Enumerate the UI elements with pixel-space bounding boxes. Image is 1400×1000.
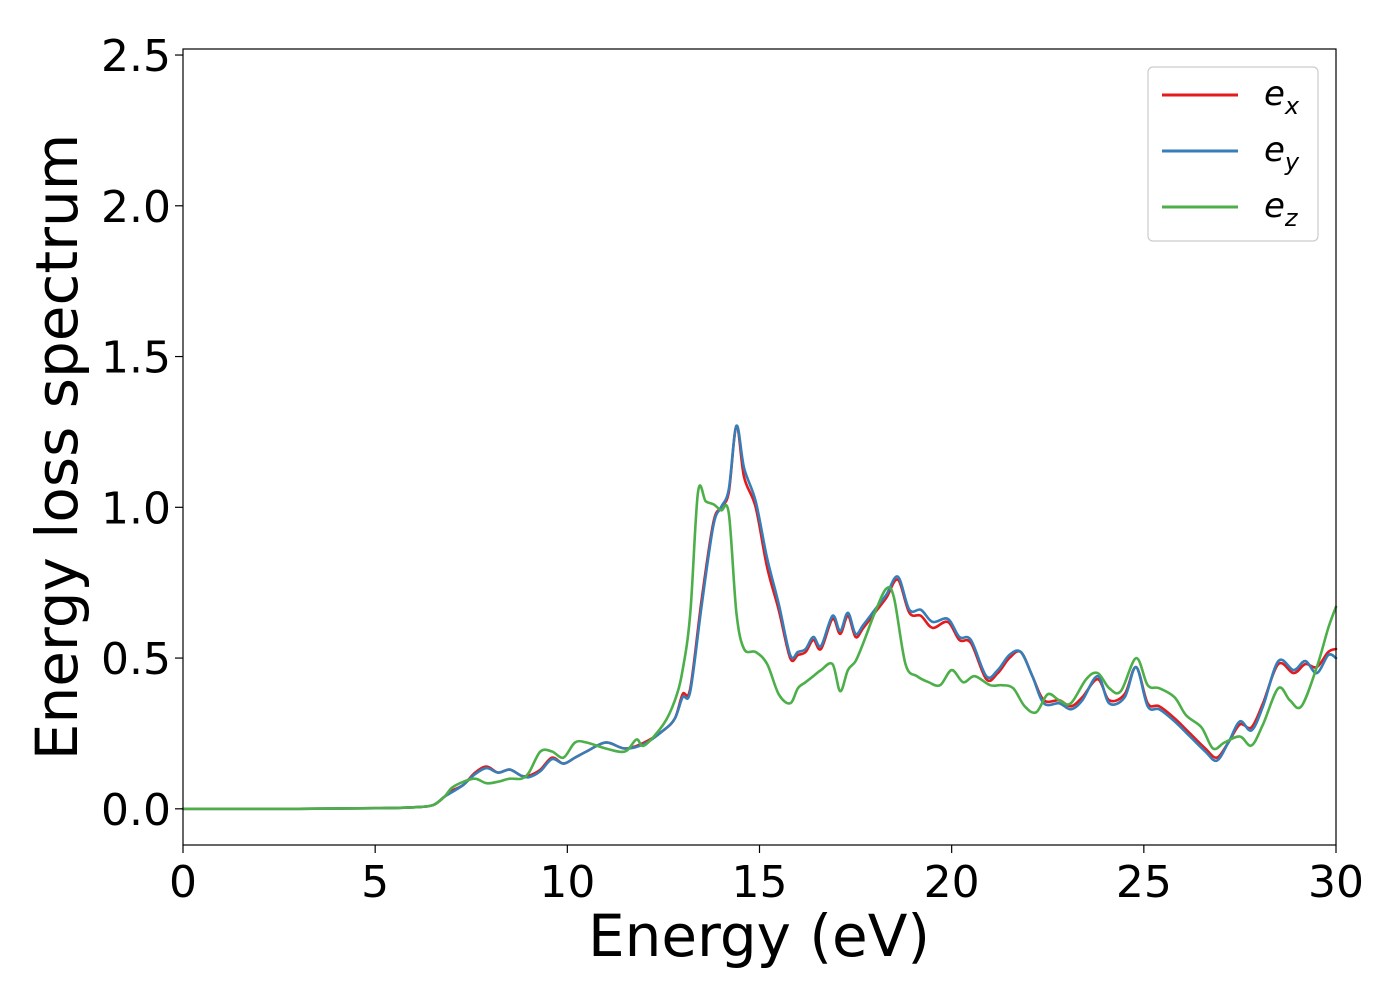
series-layer bbox=[181, 424, 1338, 811]
x-axis: 0 5 10 15 20 25 30 bbox=[169, 845, 1364, 908]
y-axis: 0.0 0.5 1.0 1.5 2.0 2.5 bbox=[101, 31, 183, 836]
x-tick-label: 0 bbox=[169, 857, 197, 908]
y-axis-title: Energy loss spectrum bbox=[23, 134, 91, 760]
x-axis-title: Energy (eV) bbox=[588, 902, 930, 970]
y-tick-label: 1.5 bbox=[101, 333, 171, 384]
series-line-e-z bbox=[181, 484, 1338, 811]
x-tick-label: 10 bbox=[539, 857, 595, 908]
y-tick-label: 0.5 bbox=[101, 634, 171, 685]
y-tick-label: 0.0 bbox=[101, 785, 171, 836]
legend-label-e-z: ez bbox=[1264, 186, 1299, 232]
y-tick-label: 2.5 bbox=[101, 31, 171, 82]
x-tick-label: 30 bbox=[1308, 857, 1364, 908]
legend: ex ey ez bbox=[1147, 66, 1319, 242]
x-tick-label: 20 bbox=[924, 857, 980, 908]
y-tick-label: 2.0 bbox=[101, 182, 171, 233]
plot-background bbox=[183, 49, 1336, 845]
legend-label-e-x: ex bbox=[1264, 74, 1300, 120]
x-tick-label: 5 bbox=[361, 857, 389, 908]
legend-label-e-y: ey bbox=[1264, 130, 1300, 176]
legend-box bbox=[1147, 66, 1319, 242]
series-line-e-y bbox=[181, 424, 1338, 811]
y-tick-label: 1.0 bbox=[101, 483, 171, 534]
x-tick-label: 15 bbox=[732, 857, 788, 908]
x-tick-label: 25 bbox=[1116, 857, 1172, 908]
